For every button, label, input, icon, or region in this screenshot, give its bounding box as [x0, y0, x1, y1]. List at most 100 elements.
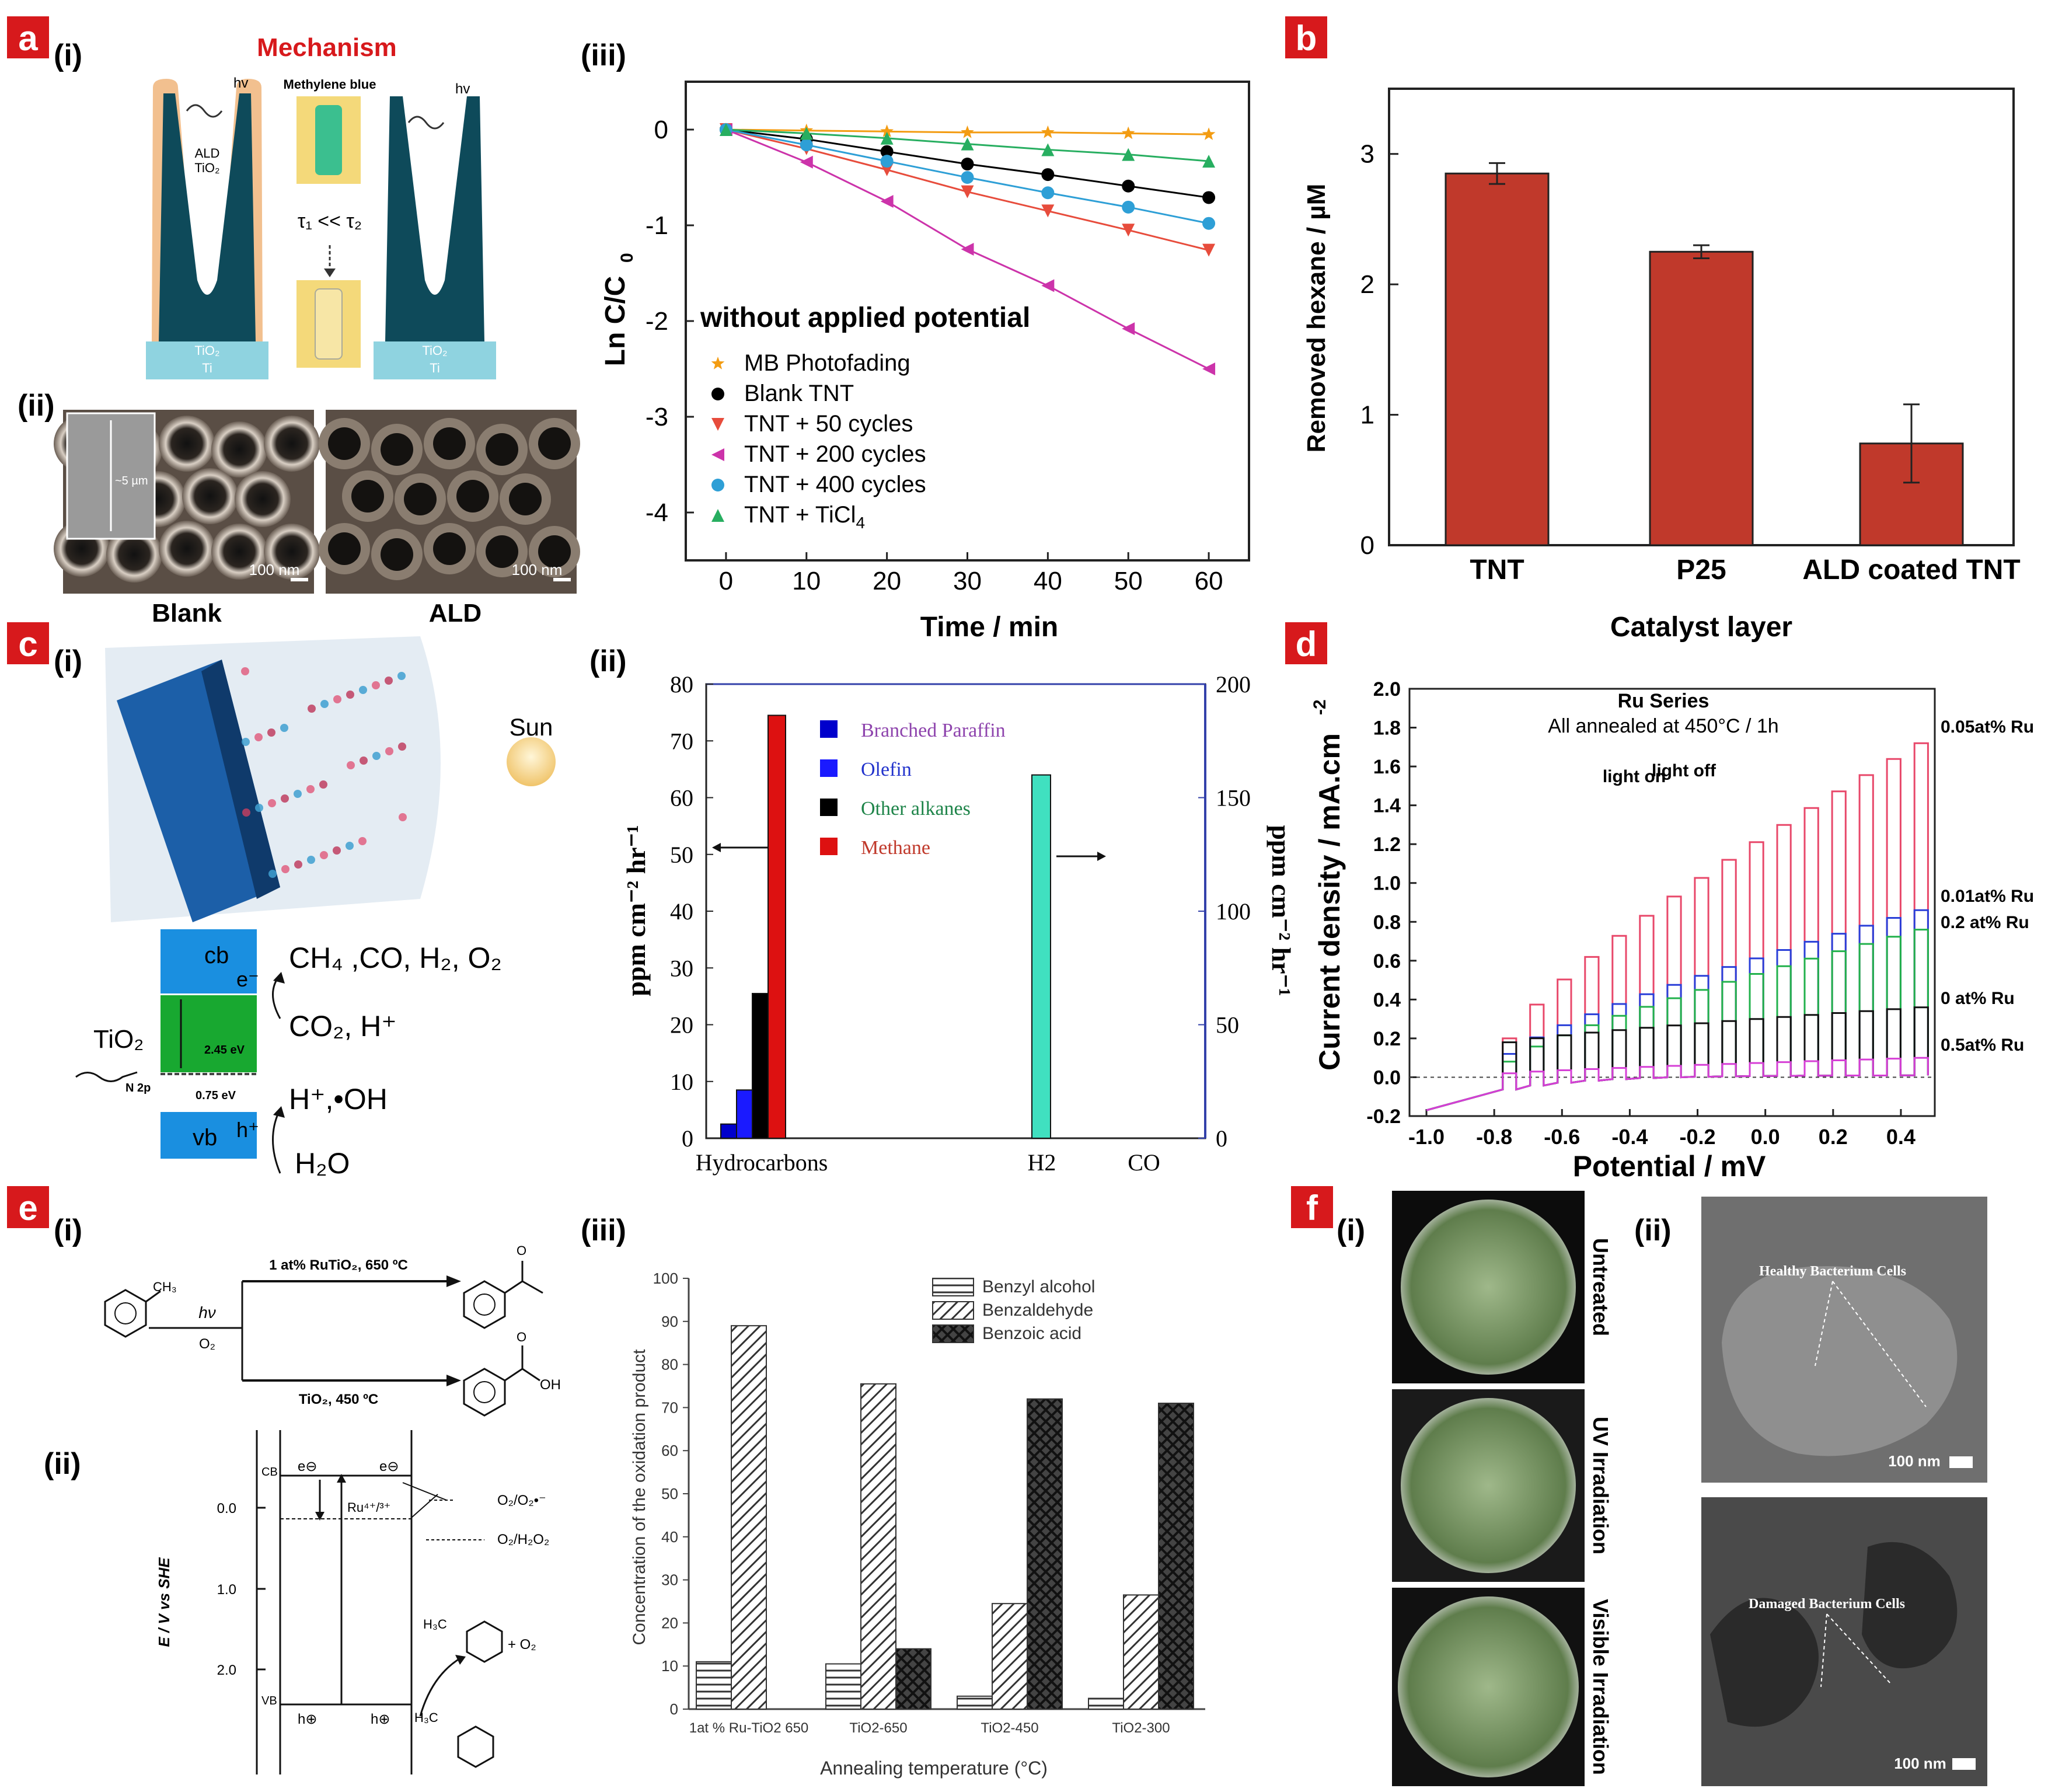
chart-d-ticks: -1.0 -0.8 -0.6 -0.4 -0.2 0.0 0.2 0.4 -0.2 0.0 0.2 0…: [1366, 678, 1935, 1149]
nanotube-pore: [235, 471, 291, 527]
x-tick-label: -0.8: [1476, 1125, 1512, 1149]
gas-molecule: [280, 724, 288, 732]
nanotube-pore: [264, 416, 320, 472]
category-label-h2: H2: [1028, 1149, 1056, 1176]
nanotube-pore: [456, 480, 489, 513]
y-tick-label: 100: [653, 1270, 678, 1287]
ald-coated-nanotube: TiO₂ Ti ALD TiO₂ hv: [146, 75, 268, 379]
y-tick-label: 10: [670, 1069, 693, 1095]
sublabel-e-i: (i): [54, 1214, 82, 1247]
data-point-mb-photofading: [1041, 125, 1055, 138]
nanotube-pore: [509, 483, 542, 515]
y-tick-label: 80: [670, 671, 693, 698]
condition-top: 1 at% RuTiO₂, 650 ºC: [269, 1257, 408, 1273]
x-tick-label: 60: [1195, 567, 1223, 595]
gas-molecule: [358, 837, 367, 845]
bar-benzaldehyde: [992, 1603, 1028, 1710]
chart-e-iii-ylabel: Concentration of the oxidation product: [630, 1349, 649, 1645]
y-tick-label: 1.6: [1373, 756, 1401, 778]
bar-benzoic-acid: [1027, 1398, 1063, 1710]
legend-label-branched-paraffin: Branched Paraffin: [861, 720, 1006, 741]
panel-label-f-text: f: [1306, 1188, 1318, 1228]
nanotube-pore: [159, 416, 215, 472]
oh-label: OH: [540, 1377, 561, 1393]
panel-e-i-reaction: (i) CH₃ hν O₂ 1 at% RuTiO₂, 650 ºC TiO₂,…: [54, 1214, 561, 1417]
vb-label: vb: [193, 1125, 217, 1150]
nanotube-pore: [106, 527, 162, 583]
acid-o-label: O: [517, 1330, 526, 1344]
gas-molecule: [333, 846, 341, 855]
cb-label-e: CB: [261, 1466, 278, 1479]
n2p-gap: 0.75 eV: [196, 1089, 236, 1102]
gas-molecule: [267, 728, 275, 737]
gas-molecule: [268, 870, 277, 878]
e-ii-tick-2: 2.0: [217, 1662, 236, 1678]
data-point-tnt-400-cycles: [800, 138, 813, 152]
legend-label-tnt-200-cycles: TNT + 200 cycles: [744, 441, 926, 467]
chart-e-iii-legend: Benzyl alcohol Benzaldehyde Benzoic acid: [932, 1277, 1095, 1343]
chart-a-iii-ylabel: Ln C/C: [600, 276, 631, 367]
gas-molecule: [294, 860, 302, 869]
chart-a-iii-xlabel: Time / min: [920, 612, 1059, 643]
nanotube-pore: [381, 433, 413, 466]
photocatalyst-slab: [117, 660, 280, 922]
chart-c-ii-ylabel-right: ppm cm⁻² hr⁻¹: [1267, 825, 1296, 996]
scale-5um: ~5 µm: [115, 475, 148, 487]
gap-energy: 2.45 eV: [204, 1044, 245, 1057]
category-label-tio2-650: TiO2-650: [849, 1720, 907, 1736]
products-label: CH₄ ,CO, H₂, O₂: [289, 942, 502, 974]
y-tick-label: 40: [661, 1528, 678, 1546]
sublabel-a-i: (i): [54, 39, 82, 72]
benzoic-acid-structure: O OH: [463, 1330, 561, 1417]
gas-molecule: [333, 695, 341, 703]
y-right-tick-label: 150: [1216, 785, 1251, 811]
y-right-tick-label: 50: [1216, 1012, 1239, 1038]
series-label-0-2-at-ru: 0.2 at% Ru: [1941, 913, 2029, 932]
gas-molecule: [360, 756, 368, 765]
hv-label: hν: [198, 1303, 216, 1322]
x-tick-label: 20: [873, 567, 901, 595]
sublabel-a-ii: (ii): [18, 389, 55, 423]
panel-label-d-text: d: [1296, 625, 1317, 664]
legend-label-olefin: Olefin: [861, 759, 912, 780]
y-tick-label: 2: [1360, 270, 1374, 299]
gas-molecule: [320, 851, 328, 859]
x-tick-label: 0.0: [1751, 1125, 1780, 1149]
legend-label-tnt-400-cycles: TNT + 400 cycles: [744, 472, 926, 497]
bar-p25: [1649, 250, 1754, 546]
ti-label-right: Ti: [430, 361, 440, 375]
legend-swatch-benzaldehyde: [932, 1301, 974, 1320]
panel-label-c: c: [7, 622, 49, 664]
gas-molecule: [346, 691, 354, 699]
panel-b-chart: 0 1 2 3 TNT P25 ALD coated TNT Catalyst layer…: [1302, 88, 2021, 643]
y-tick-label: 70: [661, 1399, 678, 1416]
panel-a-ii-sem: (ii) ~5 µm 100 nm 100 nm Blank ALD: [18, 389, 580, 627]
nanotube-pore: [538, 535, 571, 568]
series-line-0-2-at-ru: [1426, 929, 1929, 1111]
x-tick-label: -0.4: [1611, 1125, 1648, 1149]
series-line-0-05at-ru: [1426, 742, 1929, 1111]
y-tick-label: -2: [646, 307, 668, 336]
y-tick-label: 1.4: [1373, 795, 1401, 817]
legend-label-mb-photofading: MB Photofading: [744, 350, 910, 376]
data-point-tnt-ticl: [719, 123, 732, 136]
chart-e-iii-bars: [696, 1325, 1194, 1710]
panel-label-b-text: b: [1296, 19, 1317, 58]
y-tick-label: 0.2: [1373, 1028, 1401, 1050]
ti-label-left: Ti: [202, 361, 212, 375]
data-point-tnt-200-cycles: [800, 155, 813, 169]
y-tick-label: 0.4: [1373, 989, 1401, 1011]
conduction-band: [161, 929, 257, 993]
y-tick-label: -4: [646, 498, 668, 527]
tau-comparison: τ₁ << τ₂: [298, 210, 362, 232]
chart-b-bars: TNT P25 ALD coated TNT: [1445, 162, 2021, 585]
category-label-ald-coated-tnt: ALD coated TNT: [1802, 555, 2020, 585]
sublabel-e-ii: (ii): [44, 1447, 81, 1481]
x-tick-label: 0.4: [1886, 1125, 1916, 1149]
y-tick-label: 30: [661, 1571, 678, 1589]
chart-c-ii-ticks: 0 10 20 30 40 50 60 70 80 0 50 100 150 200 Hydrocarbon…: [670, 671, 1251, 1176]
data-point-tnt-400-cycles: [1202, 217, 1216, 230]
data-point-tnt-ticl: [961, 137, 974, 151]
gas-molecule: [241, 667, 249, 675]
y-tick-label: 0: [654, 116, 668, 144]
